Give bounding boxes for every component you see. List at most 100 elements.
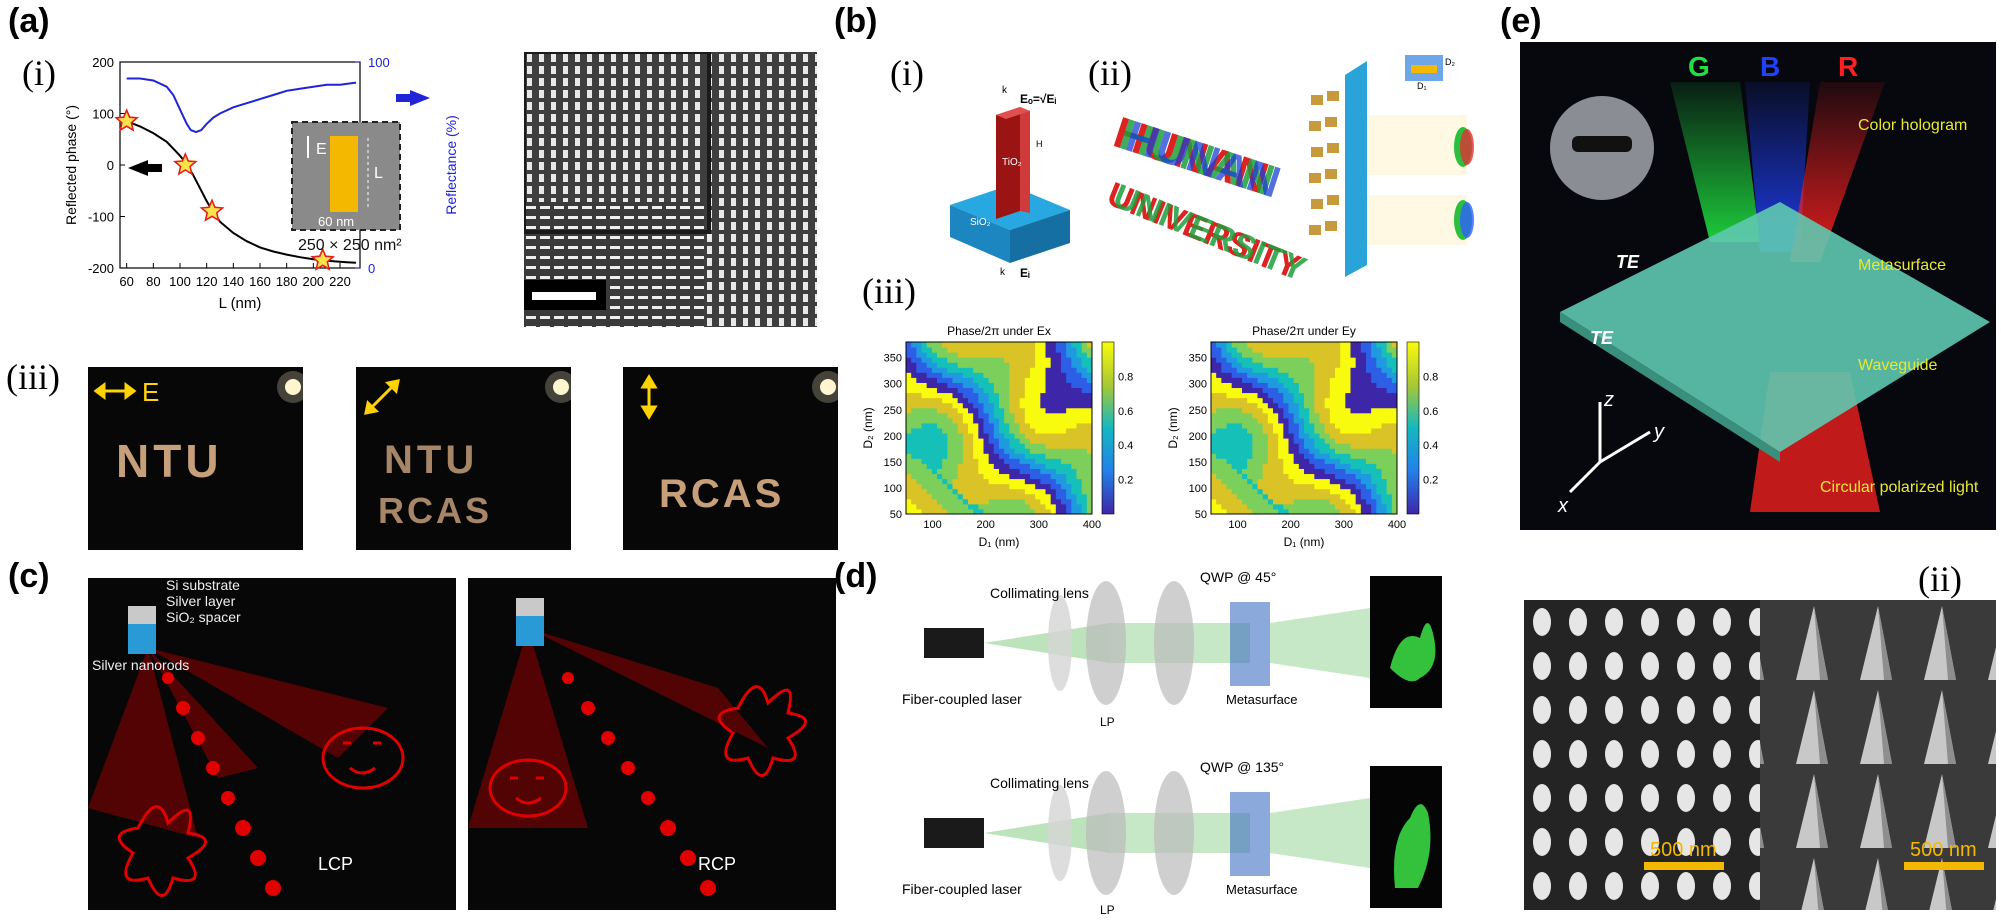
heat-cell [1050, 503, 1057, 510]
heat-cell [1386, 392, 1393, 399]
heat-cell [1360, 402, 1367, 409]
hologram-image-2: NTU RCAS [356, 367, 571, 550]
heat-cell [906, 397, 912, 404]
heat-cell [942, 392, 948, 399]
heat-cell [1086, 422, 1093, 429]
heat-cell [1040, 493, 1046, 500]
heat-cell [1024, 407, 1031, 414]
heat-cell [952, 372, 959, 378]
heat-cell [952, 498, 959, 505]
heat-cell [957, 463, 964, 469]
heat-cell [1030, 387, 1036, 394]
heat-cell [947, 412, 953, 419]
heat-cell [1309, 438, 1315, 444]
heat-cell [978, 503, 984, 510]
heat-cell [1360, 372, 1367, 378]
heat-cell [1061, 367, 1067, 373]
heat-cell [931, 352, 938, 358]
heat-cell [1045, 463, 1052, 469]
heat-cell [993, 508, 1000, 515]
heat-cell [1371, 347, 1377, 353]
heat-cell [1050, 438, 1057, 444]
heat-cell [1366, 483, 1372, 490]
heat-cell [1350, 498, 1357, 505]
heat-cell [1298, 443, 1305, 449]
heat-cell [1273, 478, 1279, 485]
heat-cell [1376, 428, 1382, 434]
heat-cell [1298, 347, 1305, 353]
heat-cell [1314, 493, 1320, 500]
heat-cell [993, 433, 1000, 439]
heat-cell [1345, 508, 1351, 515]
heat-cell [957, 473, 964, 480]
heat-cell [1221, 417, 1227, 424]
heat-cell [1071, 498, 1077, 505]
heat-cell [1360, 352, 1367, 358]
heat-cell [1262, 372, 1269, 378]
heat-cell [1257, 473, 1264, 480]
heat-cell [1055, 448, 1062, 454]
heat-cell [1066, 402, 1072, 409]
heat-cell [1066, 453, 1072, 459]
heat-cell [1304, 498, 1310, 505]
heat-cell [1376, 458, 1382, 464]
k-label-bottom: k [1000, 267, 1006, 278]
heat-cell [1066, 367, 1072, 373]
heat-cell [1247, 483, 1253, 490]
heat-cell [1293, 443, 1300, 449]
heat-cell [1376, 433, 1382, 439]
heat-cell [916, 503, 922, 510]
heat-cell [942, 468, 948, 475]
heat-cell [1030, 347, 1036, 353]
y2-axis-label: Reflectance (%) [443, 115, 459, 215]
heat-cell [1035, 407, 1041, 414]
heat-cell [921, 453, 928, 459]
heat-cell [1231, 438, 1238, 444]
y-tick-label: 100 [1189, 483, 1207, 495]
heat-cell [1298, 433, 1305, 439]
heat-cell [1030, 493, 1036, 500]
heat-cell [911, 342, 917, 348]
heat-cell [937, 433, 943, 439]
heat-cell [983, 357, 990, 363]
heat-cell [1009, 357, 1015, 363]
heat-cell [1340, 508, 1346, 515]
heat-cell [1391, 347, 1398, 353]
heat-cell [983, 382, 990, 389]
heat-cell [993, 438, 1000, 444]
heat-cell [1211, 347, 1217, 353]
heat-cell [1081, 463, 1088, 469]
heat-cell [1366, 352, 1372, 358]
heat-cell [1324, 438, 1331, 444]
heat-cell [1360, 382, 1367, 389]
inset-l-label: L [374, 165, 383, 182]
heat-cell [1298, 407, 1305, 414]
heat-cell [962, 412, 969, 419]
heat-cell [1340, 407, 1346, 414]
heat-cell [911, 468, 917, 475]
heat-cell [1340, 377, 1346, 383]
heat-cell [1391, 433, 1398, 439]
heat-cell [1371, 428, 1377, 434]
heat-cell [1283, 503, 1289, 510]
heat-cell [978, 493, 984, 500]
heat-cell [1288, 468, 1295, 475]
heat-cell [1350, 443, 1357, 449]
heat-cell [1345, 422, 1351, 429]
heat-cell [1071, 503, 1077, 510]
heat-cell [1061, 387, 1067, 394]
heat-cell [1345, 417, 1351, 424]
heat-cell [1376, 463, 1382, 469]
y-tick-label: -100 [88, 210, 114, 225]
heat-cell [999, 377, 1005, 383]
heat-cell [911, 407, 917, 414]
heat-cell [1340, 438, 1346, 444]
heat-cell [1236, 458, 1243, 464]
heat-cell [931, 438, 938, 444]
heat-cell [1076, 382, 1083, 389]
heat-cell [1262, 392, 1269, 399]
x-tick-label: 160 [249, 274, 271, 289]
heat-cell [1221, 428, 1227, 434]
heat-cell [1086, 357, 1093, 363]
heat-cell [993, 478, 1000, 485]
